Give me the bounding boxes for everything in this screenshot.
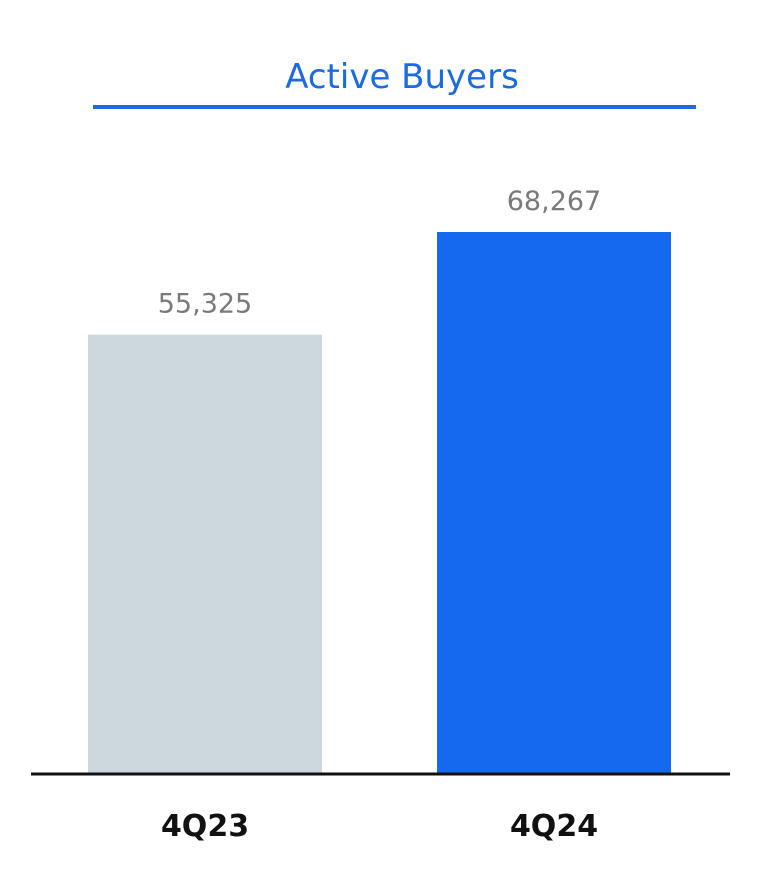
bar-4q24 xyxy=(437,232,671,773)
category-label-4q24: 4Q24 xyxy=(510,809,598,844)
value-label-4q23: 55,325 xyxy=(158,289,252,320)
chart-title: Active Buyers xyxy=(285,57,519,97)
value-label-4q24: 68,267 xyxy=(507,186,601,217)
bars-layer: 55,325 4Q23 68,267 4Q24 xyxy=(88,186,671,844)
bar-4q23 xyxy=(88,334,322,773)
category-label-4q23: 4Q23 xyxy=(161,809,249,844)
